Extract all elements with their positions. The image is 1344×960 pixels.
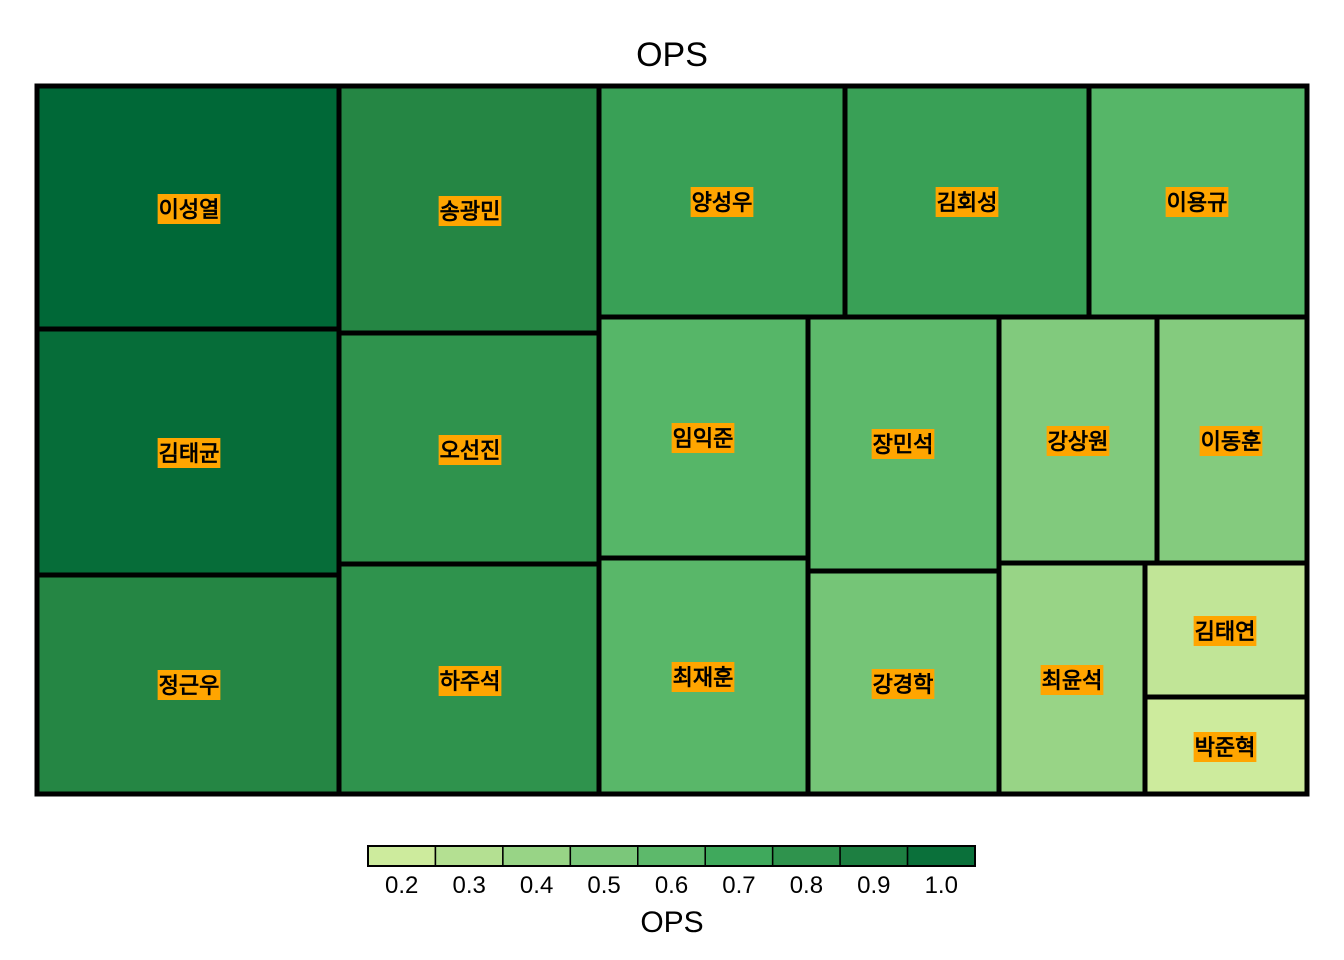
- legend-tick-label: 0.4: [520, 872, 553, 899]
- treemap-tile: 최재훈: [596, 555, 811, 797]
- label-background: [438, 666, 502, 696]
- chart-title: OPS: [636, 36, 708, 74]
- legend-tick-label: 1.0: [925, 872, 958, 899]
- tile-label: 이동훈: [1201, 430, 1262, 455]
- tile-label: 강경학: [873, 673, 934, 698]
- legend-swatch: [839, 845, 909, 867]
- legend-swatch: [771, 845, 841, 867]
- tile-label: 이용규: [1167, 191, 1228, 216]
- legend-tick-label: 0.9: [857, 872, 890, 899]
- label-background: [690, 187, 754, 217]
- tile-label: 최재훈: [673, 666, 734, 691]
- tile-label: 장민석: [873, 433, 934, 458]
- label-background: [1165, 187, 1229, 217]
- treemap-tile: 장민석: [805, 314, 1002, 574]
- label-background: [157, 194, 221, 224]
- tile-label: 임익준: [673, 427, 734, 452]
- tile-label: 김태연: [1195, 620, 1256, 645]
- label-background: [1046, 426, 1110, 456]
- treemap-tile: 오선진: [336, 330, 602, 567]
- treemap-tile: 강경학: [805, 568, 1002, 797]
- label-background: [871, 429, 935, 459]
- tile-label: 김회성: [937, 191, 998, 216]
- legend-tick-label: 0.3: [452, 872, 485, 899]
- legend-swatch: [569, 845, 639, 867]
- label-background: [871, 669, 935, 699]
- tile-label: 하주석: [440, 670, 501, 695]
- tile-label: 오선진: [440, 439, 501, 464]
- label-background: [1199, 426, 1263, 456]
- treemap-tile: 양성우: [596, 83, 848, 320]
- label-background: [1193, 732, 1257, 762]
- legend-swatch: [704, 845, 774, 867]
- legend-frame: [367, 845, 976, 867]
- treemap-frame: [34, 83, 1310, 797]
- tile-label: 김태균: [159, 442, 220, 467]
- legend-tick-label: 0.5: [587, 872, 620, 899]
- tile-label: 최윤석: [1042, 669, 1103, 694]
- treemap-tile: 정근우: [34, 572, 342, 797]
- label-background: [438, 196, 502, 226]
- color-legend: 0.2 0.3 0.4 0.5 0.6 0.7 0.8 0.9 1.0: [367, 845, 976, 899]
- tile-label: 양성우: [692, 191, 753, 216]
- legend-tick-label: 0.8: [790, 872, 823, 899]
- treemap-tile: 송광민: [336, 83, 602, 336]
- tile-label: 송광민: [440, 200, 501, 225]
- tile-label: 박준혁: [1195, 735, 1256, 761]
- treemap-tile: 최윤석: [996, 560, 1148, 797]
- label-background: [438, 435, 502, 465]
- label-background: [671, 423, 735, 453]
- legend-tick-label: 0.7: [722, 872, 755, 899]
- legend-swatch: [502, 845, 572, 867]
- tile-label: 강상원: [1048, 430, 1109, 455]
- legend-swatch: [906, 845, 976, 867]
- tile-label: 정근우: [159, 674, 220, 699]
- treemap-tile: 이동훈: [1154, 314, 1310, 566]
- legend-swatch: [434, 845, 504, 867]
- legend-swatch: [367, 845, 437, 867]
- treemap-tile: 김태균: [34, 326, 342, 578]
- label-background: [1040, 665, 1104, 695]
- legend-tick-label: 0.2: [385, 872, 418, 899]
- treemap-tile: 박준혁: [1142, 694, 1310, 797]
- legend-title: OPS: [640, 906, 703, 939]
- label-background: [157, 438, 221, 468]
- tile-label: 이성열: [159, 198, 220, 223]
- treemap-tile: 이성열: [34, 83, 342, 332]
- label-background: [671, 662, 735, 692]
- legend-tick-label: 0.6: [655, 872, 688, 899]
- treemap-tile: 하주석: [336, 561, 602, 797]
- treemap-tile: 김회성: [842, 83, 1092, 320]
- treemap-tile: 강상원: [996, 314, 1160, 566]
- treemap-tile: 이용규: [1086, 83, 1310, 320]
- treemap-tile: 김태연: [1142, 560, 1310, 700]
- legend-swatch: [637, 845, 706, 867]
- treemap-tile: 임익준: [596, 314, 811, 561]
- label-background: [935, 187, 999, 217]
- tile-rect: [1142, 694, 1310, 797]
- label-background: [1193, 616, 1257, 646]
- label-background: [157, 670, 221, 700]
